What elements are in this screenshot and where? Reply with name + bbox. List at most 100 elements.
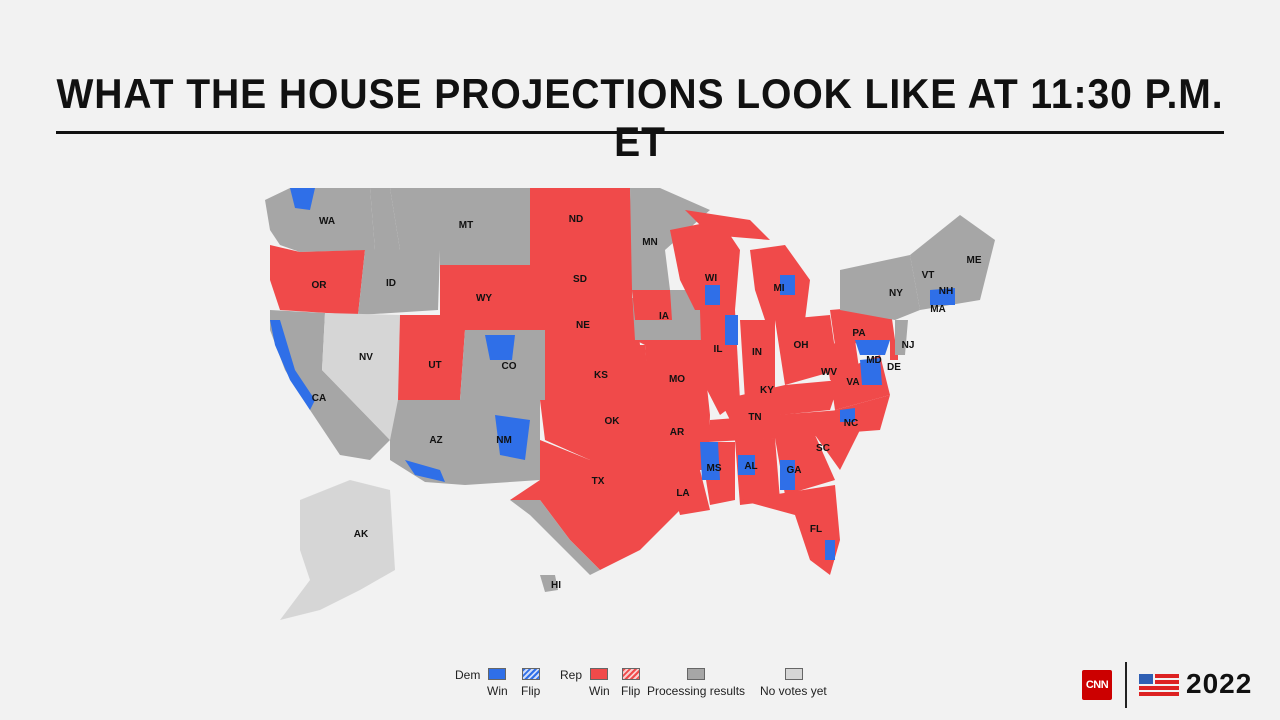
state-shape-ia-rep[interactable]	[632, 290, 672, 320]
state-shape-tn[interactable]	[708, 410, 840, 442]
state-shape-nm-dem[interactable]	[495, 415, 530, 460]
state-label-hi: HI	[551, 580, 561, 591]
state-label-al: AL	[744, 461, 757, 472]
state-shape-al-dem[interactable]	[738, 455, 755, 475]
state-shape-az-dem[interactable]	[405, 460, 445, 482]
state-shape-ks[interactable]	[545, 345, 650, 400]
state-shape-wv[interactable]	[825, 340, 860, 380]
state-label-la: LA	[676, 488, 689, 499]
state-shape-co[interactable]	[460, 330, 545, 400]
state-label-il: IL	[714, 344, 723, 355]
state-label-or: OR	[312, 280, 328, 291]
state-shape-ms-dem[interactable]	[700, 442, 720, 480]
state-shape-ar[interactable]	[650, 415, 710, 470]
state-label-id: ID	[386, 278, 396, 289]
state-shape-md[interactable]	[855, 340, 890, 355]
state-shape-ak[interactable]	[280, 480, 395, 620]
us-house-map: WA MT ND MN ME OR ID WY SD WI MI VT NY N…	[265, 188, 995, 620]
state-labels-layer: WA MT ND MN ME OR ID WY SD WI MI VT NY N…	[312, 214, 982, 591]
state-shape-la[interactable]	[652, 470, 710, 515]
legend-processing-swatch	[687, 668, 705, 680]
state-label-ar: AR	[670, 427, 685, 438]
state-label-de: DE	[887, 362, 901, 373]
state-label-ky: KY	[760, 385, 774, 396]
state-shape-ky[interactable]	[720, 380, 840, 420]
state-shape-fl[interactable]	[740, 485, 840, 575]
state-shape-wy[interactable]	[440, 265, 530, 330]
state-shape-nj[interactable]	[895, 320, 908, 355]
legend-no-votes-label: No votes yet	[760, 684, 827, 698]
state-label-ga: GA	[787, 465, 802, 476]
state-label-pa: PA	[852, 328, 865, 339]
legend-rep-win-label: Win	[589, 684, 610, 698]
state-shape-tx[interactable]	[510, 440, 680, 570]
legend-rep-flip-label: Flip	[621, 684, 641, 698]
state-label-wv: WV	[821, 367, 837, 378]
state-shape-or[interactable]	[270, 245, 365, 315]
legend-dem-flip-label: Flip	[521, 684, 541, 698]
state-shape-il-dem[interactable]	[725, 315, 738, 345]
state-shape-va-dem[interactable]	[860, 358, 882, 385]
state-shape-mo[interactable]	[635, 340, 710, 415]
legend-dem-flip-swatch	[522, 668, 540, 680]
flag-stripes-icon	[1139, 674, 1179, 696]
state-shape-ok[interactable]	[540, 400, 652, 460]
state-shape-nv[interactable]	[322, 313, 400, 440]
state-label-mt: MT	[459, 220, 473, 231]
state-shape-sc[interactable]	[815, 430, 860, 470]
state-shape-ne-dem[interactable]	[930, 288, 955, 305]
state-shape-wa[interactable]	[265, 188, 375, 252]
state-shape-ut[interactable]	[398, 315, 465, 400]
state-label-tx: TX	[592, 476, 605, 487]
legend-rep-win-swatch	[590, 668, 608, 680]
cnn-logo: CNN	[1082, 670, 1112, 700]
state-shape-al[interactable]	[735, 438, 780, 505]
state-label-ma: MA	[930, 304, 946, 315]
state-label-co: CO	[502, 361, 517, 372]
state-shape-ga-dem[interactable]	[780, 460, 795, 490]
state-shape-sd[interactable]	[530, 240, 632, 298]
state-label-nj: NJ	[902, 340, 915, 351]
legend-dem-label: Dem	[455, 668, 481, 682]
state-shape-ne[interactable]	[530, 298, 640, 345]
branding-divider	[1125, 662, 1127, 708]
state-shape-new-england[interactable]	[910, 215, 995, 310]
state-shape-mi-up[interactable]	[685, 210, 770, 240]
state-shape-hi[interactable]	[540, 575, 558, 592]
state-label-ok: OK	[605, 416, 621, 427]
state-shape-ca[interactable]	[270, 310, 390, 460]
state-shape-co-dem[interactable]	[485, 335, 515, 360]
state-label-ks: KS	[594, 370, 608, 381]
state-label-ne: NE	[576, 320, 590, 331]
state-shape-ny[interactable]	[840, 255, 920, 320]
state-label-nh: NH	[939, 286, 953, 297]
states-layer	[265, 188, 995, 575]
state-label-mn: MN	[642, 237, 658, 248]
state-shape-in[interactable]	[740, 320, 775, 400]
legend-dem-win-swatch	[488, 668, 506, 680]
state-label-wi: WI	[705, 273, 717, 284]
state-shape-wa-dem[interactable]	[290, 188, 315, 210]
state-shape-fl-dem[interactable]	[825, 540, 835, 560]
state-shape-wi-dem[interactable]	[705, 285, 720, 305]
state-label-mi: MI	[773, 283, 784, 294]
state-shape-mi-dem[interactable]	[780, 275, 795, 295]
state-shape-id[interactable]	[358, 188, 440, 315]
state-label-ny: NY	[889, 288, 903, 299]
state-shape-tx-proc[interactable]	[510, 500, 600, 575]
state-shape-nd[interactable]	[530, 188, 632, 240]
state-label-ia: IA	[659, 311, 669, 322]
state-label-sc: SC	[816, 443, 830, 454]
state-shape-ca-dem[interactable]	[270, 320, 315, 410]
state-shape-mt[interactable]	[390, 188, 530, 265]
state-label-mo: MO	[669, 374, 685, 385]
title-underline	[56, 131, 1224, 134]
state-shape-nc-dem[interactable]	[840, 408, 855, 422]
state-shape-wi[interactable]	[670, 220, 740, 310]
state-label-az: AZ	[429, 435, 442, 446]
state-label-md: MD	[866, 355, 882, 366]
state-label-va: VA	[846, 377, 859, 388]
state-label-ca: CA	[312, 393, 326, 404]
state-label-ut: UT	[428, 360, 441, 371]
state-shape-oh[interactable]	[775, 315, 838, 385]
